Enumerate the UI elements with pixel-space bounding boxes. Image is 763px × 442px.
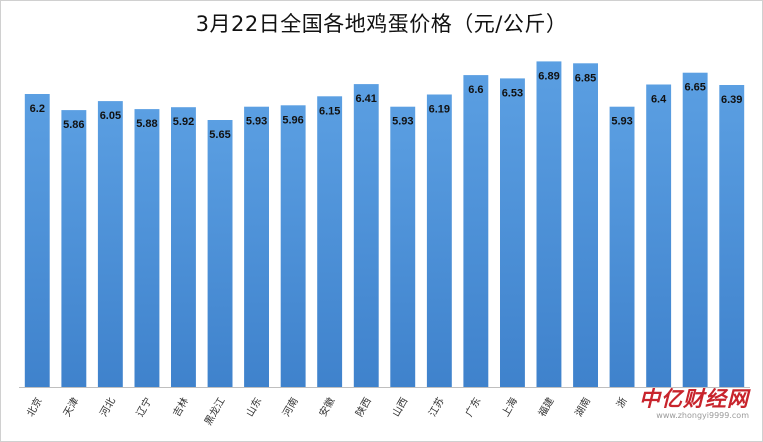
data-label-10: 5.93: [392, 116, 413, 128]
bars-layer: [19, 61, 750, 388]
category-label-2: 河北: [98, 396, 118, 419]
bar-9: [353, 84, 379, 387]
bar-6: [244, 106, 269, 387]
bar-19: [719, 85, 745, 387]
bar-18: [682, 72, 708, 387]
bar-7: [280, 105, 306, 388]
data-label-8: 6.15: [319, 105, 340, 117]
data-label-12: 6.6: [468, 84, 483, 96]
bar-8: [317, 96, 343, 388]
data-labels-layer: 6.2 5.86 6.05 5.88 5.92 5.65 5.93 5.96 6.15 6.41 5…: [30, 70, 743, 141]
bar-3: [134, 109, 160, 387]
category-label-13: 上海: [499, 395, 520, 419]
data-label-6: 5.93: [246, 116, 267, 128]
bar-0: [24, 94, 50, 387]
bar-17: [646, 84, 672, 387]
category-label-8: 安徽: [316, 395, 337, 419]
bar-16: [609, 106, 635, 387]
data-label-14: 6.89: [538, 70, 559, 82]
data-label-4: 5.92: [173, 116, 194, 128]
category-label-1: 天津: [61, 396, 81, 419]
chart-title: 3月22日全国各地鸡蛋价格（元/公斤）: [195, 12, 568, 36]
data-label-19: 6.39: [721, 94, 742, 106]
bar-12: [463, 75, 489, 387]
data-label-7: 5.96: [282, 114, 303, 126]
data-label-17: 6.4: [651, 94, 667, 106]
data-label-5: 5.65: [209, 129, 230, 141]
data-label-16: 5.93: [611, 116, 632, 128]
bar-2: [97, 101, 123, 387]
category-label-7: 河南: [279, 395, 300, 419]
category-label-12: 广东: [462, 395, 483, 419]
category-label-14: 福建: [535, 395, 556, 419]
bar-5: [207, 120, 233, 387]
data-label-3: 5.88: [136, 118, 157, 130]
data-label-9: 6.41: [355, 93, 376, 105]
bar-15: [573, 63, 598, 388]
category-label-0: 北京: [24, 395, 45, 419]
category-label-5: 黑龙江: [201, 395, 227, 427]
category-label-11: 江苏: [426, 395, 447, 419]
data-label-18: 6.65: [684, 82, 705, 94]
bar-13: [500, 78, 525, 388]
watermark-url: www.zhongyi9999.com: [656, 411, 749, 420]
watermark-logo: 中亿财经网: [639, 387, 749, 411]
data-label-1: 5.86: [63, 119, 84, 131]
category-label-3: 辽宁: [133, 395, 154, 419]
category-label-9: 陕西: [353, 395, 374, 419]
category-label-4: 吉林: [170, 395, 191, 419]
category-label-10: 山西: [390, 396, 410, 419]
data-label-13: 6.53: [502, 87, 523, 99]
data-label-15: 6.85: [575, 72, 596, 84]
watermark: 中亿财经网 www.zhongyi9999.com: [639, 383, 749, 420]
category-labels-layer: 北京 天津 河北 辽宁 吉林 黑龙江 山东 河南 安徽 陕西 山西 江苏 广东 上海 福建 湖南 浙: [24, 395, 630, 427]
bar-4: [171, 107, 196, 387]
category-label-6: 山东: [243, 395, 264, 419]
bar-11: [426, 94, 452, 387]
data-label-11: 6.19: [429, 104, 450, 116]
category-label-15: 湖南: [572, 395, 593, 419]
data-label-0: 6.2: [30, 103, 45, 115]
category-label-16: 浙: [614, 396, 629, 411]
data-label-2: 6.05: [100, 110, 121, 122]
bar-1: [61, 110, 87, 387]
bar-10: [390, 106, 416, 387]
bar-14: [536, 61, 562, 388]
